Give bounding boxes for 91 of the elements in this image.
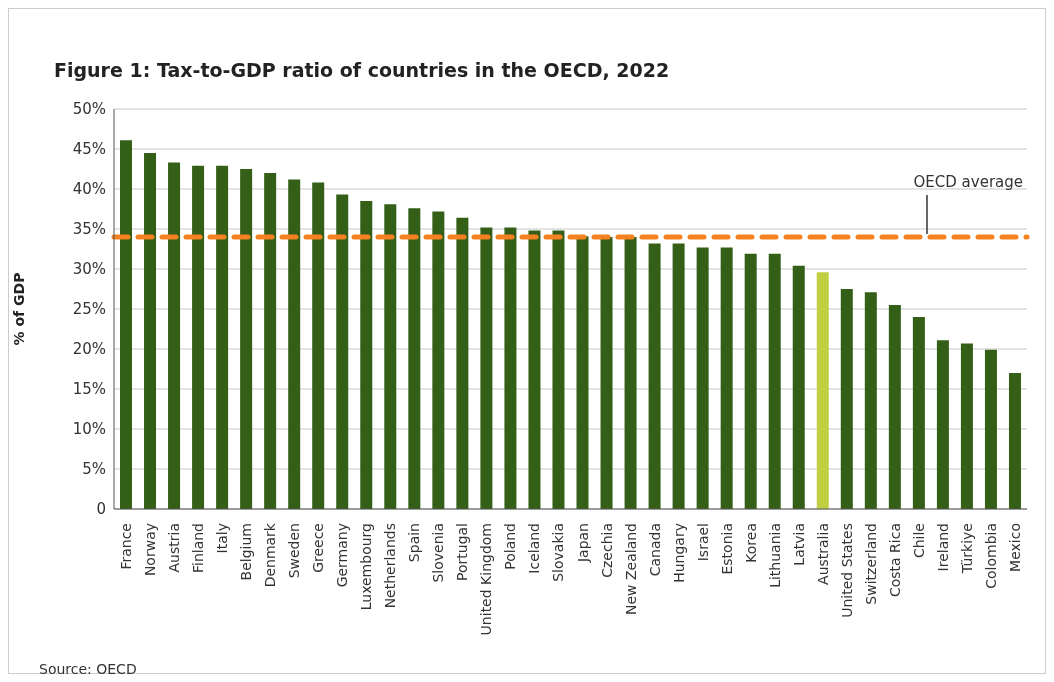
x-tick-label: Netherlands [382,523,399,609]
bar [360,201,373,509]
bar [840,289,853,509]
x-tick-label: Greece [310,523,327,573]
bar [192,165,205,509]
source-note: Source: OECD [39,661,137,677]
y-tick-label: 20% [72,340,106,359]
x-tick-label: Germany [334,523,351,588]
bar [816,272,829,509]
x-tick-label: Austria [166,523,183,573]
x-tick-label: Switzerland [862,523,879,605]
bar [264,173,277,509]
bar [672,243,685,509]
x-tick-label: Belgium [238,523,255,581]
x-tick-label: Colombia [982,523,999,589]
bar [504,227,517,509]
x-tick-label: Türkiye [958,523,975,575]
y-tick-label: 0 [96,500,106,519]
y-tick-label: 45% [72,140,106,159]
x-tick-label: New Zealand [622,523,639,615]
bar [624,237,637,509]
bar [744,253,757,509]
bar [768,253,781,509]
bar [960,343,973,509]
x-tick-label: Estonia [718,523,735,575]
chart-title: Figure 1: Tax-to-GDP ratio of countries in the OECD, 2022 [54,59,670,81]
y-tick-label: 40% [72,180,106,199]
x-tick-label: Latvia [790,523,807,566]
x-tick-label: Poland [502,523,519,570]
y-tick-label: 50% [72,100,106,119]
x-tick-label: United Kingdom [478,523,495,636]
x-tick-label: Lithuania [766,523,783,588]
y-tick-label: 25% [72,300,106,319]
y-axis-title: % of GDP [10,272,27,346]
bar [408,208,421,509]
bar [1008,373,1021,509]
bar [216,165,229,509]
bar [432,211,445,509]
ref-line-label: OECD average [913,173,1023,191]
x-tick-label: Sweden [286,523,303,579]
bar [456,217,469,509]
bar [648,243,661,509]
x-tick-label: France [118,523,135,570]
bar [480,227,493,509]
bar [312,182,325,509]
x-tick-label: Mexico [1006,523,1023,572]
x-tick-label: Australia [814,523,831,585]
bar [720,247,733,509]
x-tick-label: Slovakia [550,523,567,582]
bar [528,230,541,509]
bar [120,140,133,509]
x-tick-label: Luxembourg [358,523,375,611]
x-tick-label: Hungary [670,523,687,583]
bar [168,162,181,509]
bar [552,230,565,509]
bar [600,237,613,509]
y-tick-label: 35% [72,220,106,239]
bar [864,292,877,509]
bar [912,317,925,509]
x-tick-label: Portugal [454,523,471,581]
x-tick-label: United States [838,523,855,618]
bar [288,179,301,509]
y-tick-label: 10% [72,420,106,439]
x-tick-label: Czechia [598,523,615,578]
x-tick-label: Japan [574,523,591,564]
bar [336,194,349,509]
y-tick-label: 30% [72,260,106,279]
bar [144,153,157,509]
x-tick-label: Chile [910,523,927,559]
bar [888,305,901,509]
x-tick-label: Korea [742,523,759,563]
x-tick-label: Ireland [934,523,951,572]
bar [792,265,805,509]
x-tick-label: Spain [406,523,423,563]
y-tick-label: 15% [72,380,106,399]
x-tick-label: Denmark [262,522,279,588]
y-tick-label: 5% [82,460,106,479]
bar [384,204,397,509]
x-tick-label: Iceland [526,523,543,574]
x-tick-label: Costa Rica [886,523,903,598]
bar [696,247,709,509]
x-tick-label: Finland [190,523,207,574]
x-tick-label: Israel [694,523,711,562]
bar [984,349,997,509]
x-tick-label: Canada [646,523,663,577]
bar [576,236,589,509]
bar [240,169,253,509]
x-tick-label: Norway [142,523,159,577]
x-tick-label: Italy [214,523,231,554]
bar [936,340,949,509]
x-tick-label: Slovenia [430,523,447,583]
